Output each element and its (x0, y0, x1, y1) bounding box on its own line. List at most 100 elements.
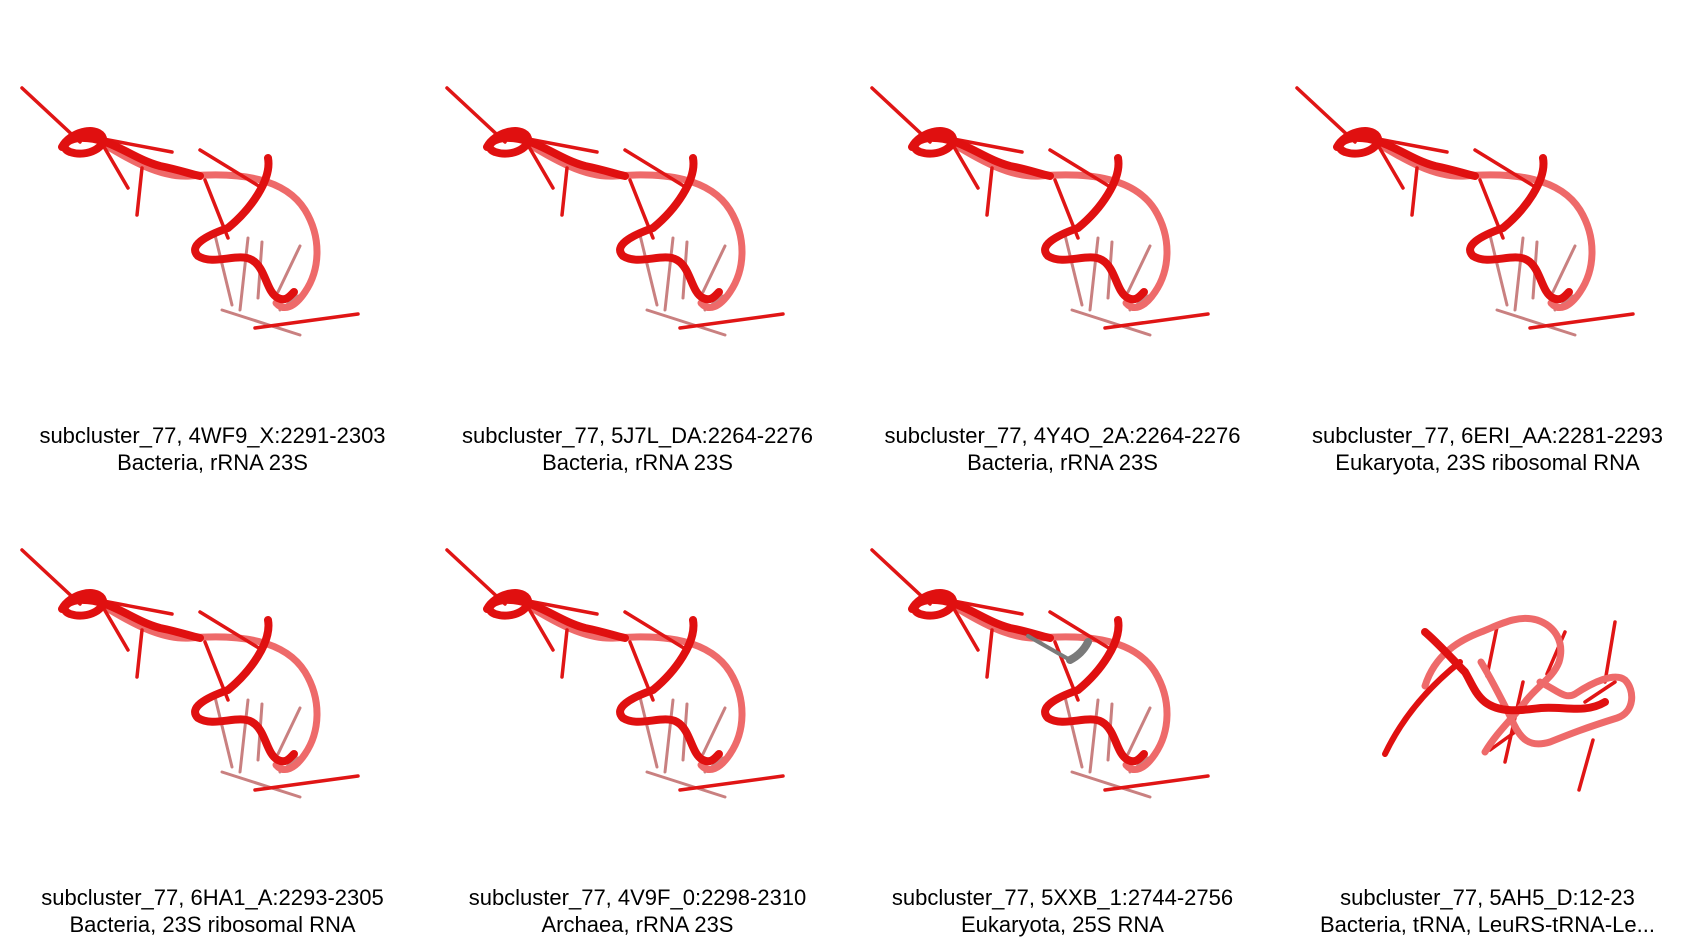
nucleotide-base (198, 610, 264, 652)
nucleotide-base (1048, 610, 1114, 652)
nucleotide-base (663, 698, 675, 774)
backbone-strand (946, 138, 1171, 311)
nucleotide-base (1126, 244, 1152, 294)
backbone-strand (58, 127, 204, 180)
nucleotide-base (213, 233, 234, 307)
nucleotide-base (1513, 236, 1525, 312)
panel-caption: subcluster_77, 6ERI_AA:2281-2293 Eukaryo… (1275, 422, 1700, 476)
backbone-strand (616, 616, 723, 766)
nucleotide-base (623, 148, 689, 190)
nucleotide-base (1603, 620, 1617, 684)
caption-id-line: subcluster_77, 5AH5_D:12-23 (1340, 885, 1635, 910)
nucleotide-base (238, 236, 250, 312)
caption-taxonomy-line: Bacteria, tRNA, LeuRS-tRNA-Le... (1319, 912, 1655, 937)
panel-caption: subcluster_77, 4V9F_0:2298-2310 Archaea,… (425, 884, 850, 938)
backbone-strand (616, 154, 723, 304)
rna-structure-render (1382, 615, 1636, 792)
nucleotide-base (1048, 148, 1114, 190)
nucleotide-base (638, 695, 659, 769)
rna-structure-render (445, 548, 785, 799)
caption-taxonomy-line: Bacteria, 23S ribosomal RNA (69, 912, 356, 937)
panel-caption: subcluster_77, 6HA1_A:2293-2305 Bacteria… (0, 884, 425, 938)
backbone-strand (908, 127, 1054, 180)
backbone-strand (1382, 659, 1463, 757)
nucleotide-base (1088, 236, 1100, 312)
backbone-strand (58, 589, 204, 642)
backbone-strand (1041, 616, 1148, 766)
backbone-strand (908, 589, 1054, 642)
nucleotide-base (1070, 770, 1152, 799)
nucleotide-base (220, 770, 302, 799)
nucleotide-base (1063, 233, 1084, 307)
nucleotide-base (560, 166, 569, 217)
panel-caption: subcluster_77, 5XXB_1:2744-2756 Eukaryot… (850, 884, 1275, 938)
nucleotide-base (1488, 233, 1509, 307)
rna-structure-render (870, 86, 1210, 337)
caption-id-line: subcluster_77, 4Y4O_2A:2264-2276 (884, 423, 1241, 448)
backbone-strand (521, 138, 746, 311)
nucleotide-base (276, 706, 302, 756)
nucleotide-base (1373, 138, 1405, 190)
nucleotide-base (985, 166, 994, 217)
structure-panel: subcluster_77, 4V9F_0:2298-2310 Archaea,… (425, 462, 850, 937)
nucleotide-base (213, 695, 234, 769)
nucleotide-base (663, 236, 675, 312)
nucleotide-base (560, 628, 569, 679)
structure-panel: subcluster_77, 6ERI_AA:2281-2293 Eukaryo… (1275, 0, 1700, 475)
nucleotide-base (98, 138, 130, 190)
nucleotide-base (523, 138, 555, 190)
caption-id-line: subcluster_77, 6HA1_A:2293-2305 (41, 885, 384, 910)
backbone-strand (191, 154, 298, 304)
nucleotide-base (276, 244, 302, 294)
caption-taxonomy-line: Eukaryota, 23S ribosomal RNA (1335, 450, 1640, 475)
structure-panel: subcluster_77, 4WF9_X:2291-2303 Bacteria… (0, 0, 425, 475)
structure-panel: subcluster_77, 4Y4O_2A:2264-2276 Bacteri… (850, 0, 1275, 475)
caption-id-line: subcluster_77, 4V9F_0:2298-2310 (468, 885, 807, 910)
panel-caption: subcluster_77, 5J7L_DA:2264-2276 Bacteri… (425, 422, 850, 476)
nucleotide-base (198, 148, 264, 190)
rna-structure-render (1295, 86, 1635, 337)
backbone-strand (1466, 154, 1573, 304)
nucleotide-base (678, 774, 785, 792)
backbone-strand (483, 127, 629, 180)
modified-nucleotide (1026, 634, 1072, 662)
backbone-strand (1421, 628, 1609, 715)
caption-id-line: subcluster_77, 4WF9_X:2291-2303 (39, 423, 386, 448)
backbone-strand (1371, 138, 1596, 311)
nucleotide-base (253, 312, 360, 330)
nucleotide-base (523, 600, 555, 652)
rna-structure-render (445, 86, 785, 337)
nucleotide-base (638, 233, 659, 307)
modified-nucleotide (1066, 638, 1092, 664)
caption-id-line: subcluster_77, 5J7L_DA:2264-2276 (461, 423, 814, 448)
nucleotide-base (948, 138, 980, 190)
nucleotide-base (948, 600, 980, 652)
nucleotide-base (253, 774, 360, 792)
caption-taxonomy-line: Eukaryota, 25S RNA (961, 912, 1164, 937)
structure-panel: subcluster_77, 5AH5_D:12-23 Bacteria, tR… (1275, 462, 1700, 937)
caption-taxonomy-line: Archaea, rRNA 23S (541, 912, 734, 937)
nucleotide-base (98, 600, 130, 652)
caption-id-line: subcluster_77, 6ERI_AA:2281-2293 (1311, 423, 1663, 448)
rna-structure-render (20, 86, 360, 337)
backbone-strand (191, 616, 298, 766)
backbone-strand (483, 589, 629, 642)
nucleotide-base (701, 244, 727, 294)
nucleotide-base (645, 770, 727, 799)
structure-panel: subcluster_77, 5J7L_DA:2264-2276 Bacteri… (425, 0, 850, 475)
nucleotide-base (678, 312, 785, 330)
nucleotide-base (1577, 738, 1595, 792)
caption-taxonomy-line: Bacteria, rRNA 23S (542, 450, 733, 475)
nucleotide-base (1583, 680, 1617, 704)
rna-structure-render (870, 548, 1210, 799)
nucleotide-base (985, 628, 994, 679)
nucleotide-base (1495, 308, 1577, 337)
backbone-strand (1041, 154, 1148, 304)
nucleotide-base (1070, 308, 1152, 337)
caption-id-line: subcluster_77, 5XXB_1:2744-2756 (891, 885, 1234, 910)
nucleotide-base (1551, 244, 1577, 294)
nucleotide-base (238, 698, 250, 774)
backbone-strand (1333, 127, 1479, 180)
nucleotide-base (1088, 698, 1100, 774)
